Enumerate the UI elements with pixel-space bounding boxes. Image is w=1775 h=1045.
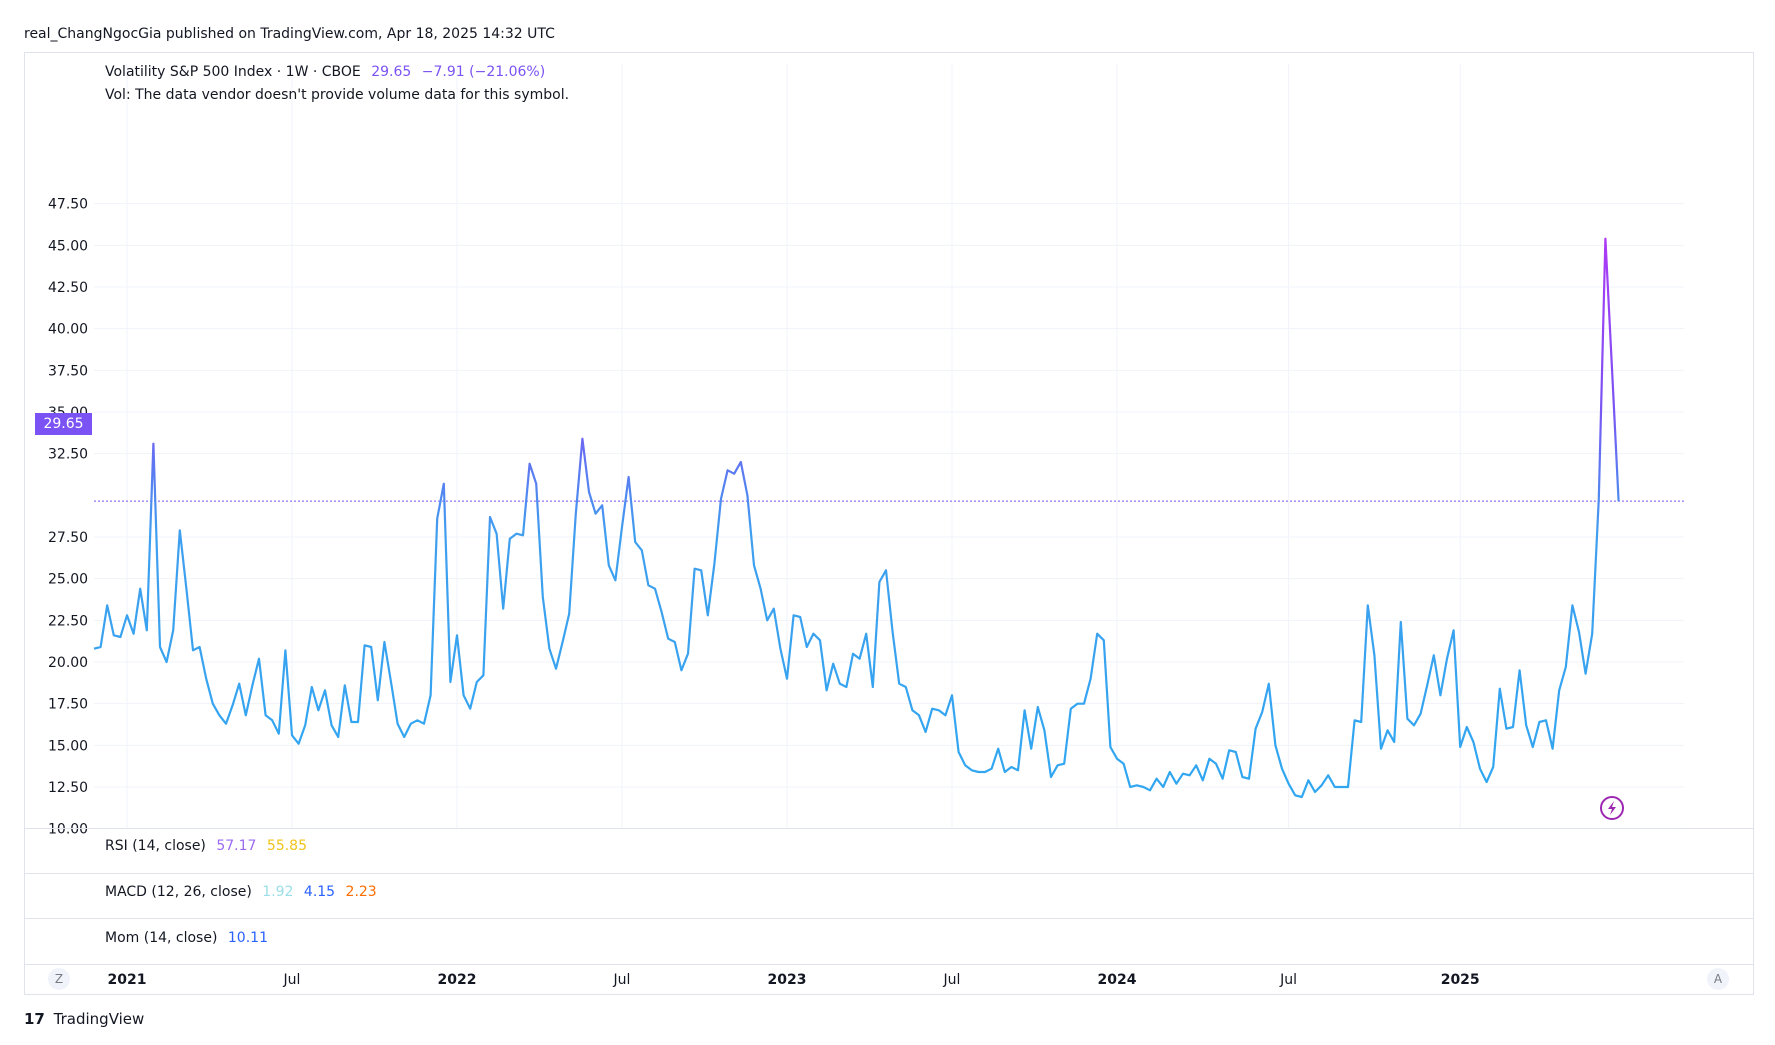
y-tick-label: 22.50 xyxy=(48,613,88,629)
pane-separator xyxy=(24,964,1754,965)
x-tick-label: Jul xyxy=(943,972,961,988)
macd-signal-value: 2.23 xyxy=(345,884,377,900)
mom-value: 10.11 xyxy=(227,930,268,946)
vix-series-line xyxy=(93,237,1620,799)
auto-scale-button[interactable]: A xyxy=(1707,968,1729,990)
x-tick-label: Jul xyxy=(613,972,631,988)
mom-legend[interactable]: Mom (14, close) 10.11 xyxy=(105,930,268,946)
price-axis: 47.5045.0042.5040.0037.5035.0032.5027.50… xyxy=(48,197,88,838)
rsi-label: RSI (14, close) xyxy=(105,838,206,854)
y-tick-label: 40.00 xyxy=(48,322,88,338)
symbol-title[interactable]: Volatility S&P 500 Index · 1W · CBOE xyxy=(105,64,361,80)
x-tick-label: Jul xyxy=(1279,972,1297,988)
mom-label: Mom (14, close) xyxy=(105,930,218,946)
footer-logo[interactable]: 17 TradingView xyxy=(24,1010,144,1028)
y-tick-label: 32.50 xyxy=(48,447,88,463)
lightning-icon[interactable] xyxy=(1600,796,1624,820)
y-tick-label: 47.50 xyxy=(48,197,88,213)
rsi-value: 57.17 xyxy=(216,838,257,854)
rsi-legend[interactable]: RSI (14, close) 57.17 55.85 xyxy=(105,838,307,854)
time-axis: 2021 Jul 2022 Jul 2023 Jul 2024 Jul 2025 xyxy=(108,972,1480,988)
rsi-ma-value: 55.85 xyxy=(266,838,307,854)
legend-change: −7.91 (−21.06%) xyxy=(421,64,546,80)
macd-legend[interactable]: MACD (12, 26, close) 1.92 4.15 2.23 xyxy=(105,884,377,900)
x-tick-label: 2025 xyxy=(1441,972,1480,988)
y-tick-label: 12.50 xyxy=(48,780,88,796)
x-tick-label: 2024 xyxy=(1098,972,1137,988)
y-tick-label: 15.00 xyxy=(48,738,88,754)
y-tick-label: 17.50 xyxy=(48,697,88,713)
y-tick-label: 10.00 xyxy=(48,822,88,838)
x-tick-label: 2022 xyxy=(438,972,477,988)
y-tick-label: 20.00 xyxy=(48,655,88,671)
pane-separator[interactable] xyxy=(24,873,1754,874)
y-tick-label: 42.50 xyxy=(48,280,88,296)
pane-separator[interactable] xyxy=(24,828,1754,829)
macd-label: MACD (12, 26, close) xyxy=(105,884,252,900)
last-price-label: 29.65 xyxy=(35,413,92,435)
footer-brand: TradingView xyxy=(53,1010,145,1028)
x-tick-label: Jul xyxy=(283,972,301,988)
macd-line-value: 4.15 xyxy=(303,884,336,900)
grid-lines xyxy=(94,64,1684,830)
y-tick-label: 25.00 xyxy=(48,572,88,588)
chart-frame xyxy=(24,52,1754,995)
volume-note: Vol: The data vendor doesn't provide vol… xyxy=(105,87,570,103)
tradingview-logo-icon: 17 xyxy=(24,1010,45,1028)
x-tick-label: 2023 xyxy=(768,972,807,988)
zoom-reset-button[interactable]: Z xyxy=(48,968,70,990)
y-tick-label: 45.00 xyxy=(48,238,88,254)
main-price-chart[interactable]: 47.5045.0042.5040.0037.5035.0032.5027.50… xyxy=(24,52,1754,995)
symbol-legend: Volatility S&P 500 Index · 1W · CBOE 29.… xyxy=(105,64,545,80)
x-tick-label: 2021 xyxy=(108,972,147,988)
legend-price: 29.65 xyxy=(371,64,412,80)
y-tick-label: 37.50 xyxy=(48,363,88,379)
published-line: real_ChangNgocGia published on TradingVi… xyxy=(24,26,555,42)
pane-separator[interactable] xyxy=(24,918,1754,919)
macd-hist-value: 1.92 xyxy=(262,884,294,900)
y-tick-label: 27.50 xyxy=(48,530,88,546)
